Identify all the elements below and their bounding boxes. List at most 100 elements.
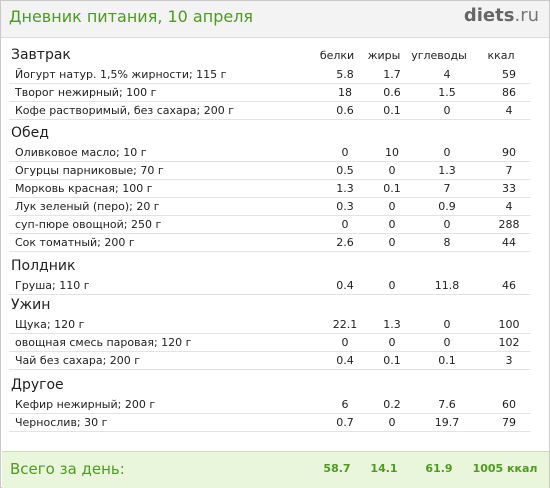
food-fat: 0 [388,218,396,231]
total-carbs: 61.9 [425,462,453,475]
food-name: овощная смесь паровая; 120 г [15,336,192,349]
food-carbs: 0.9 [438,200,456,213]
food-carbs: 1.3 [438,164,456,177]
food-kcal: 46 [502,279,516,292]
food-protein: 22.1 [332,318,358,331]
food-name: Кофе растворимый, без сахара; 200 г [15,104,234,117]
food-kcal: 90 [502,146,516,159]
food-kcal: 100 [498,318,520,331]
column-header-carbs: углеводы [411,49,467,62]
food-name: Чернослив; 30 г [15,416,108,429]
column-header-fat: жиры [367,49,401,62]
site-logo[interactable]: diets.ru [464,5,539,26]
food-carbs: 7.6 [438,398,456,411]
food-carbs: 4 [443,68,451,81]
totals-bar: Всего за день: 58.7 14.1 61.9 1005 ккал [2,451,549,488]
food-carbs: 19.7 [434,416,460,429]
food-carbs: 0 [443,146,451,159]
food-fat: 0 [388,200,396,213]
food-fat: 1.7 [383,68,401,81]
food-name: Груша; 110 г [15,279,90,292]
food-name: Морковь красная; 100 г [15,182,153,195]
food-kcal: 3 [505,354,513,367]
header-bar: Дневник питания, 10 апреля diets.ru [1,1,549,38]
food-name: Чай без сахара; 200 г [15,354,141,367]
food-kcal: 33 [502,182,516,195]
food-fat: 0 [388,336,396,349]
food-name: Кефир нежирный; 200 г [15,398,156,411]
food-kcal: 7 [505,164,513,177]
food-row: Творог нежирный; 100 г 18 0.6 1.5 86 [9,84,531,102]
food-fat: 0 [388,279,396,292]
food-kcal: 86 [502,86,516,99]
food-row: Йогурт натур. 1,5% жирности; 115 г 5.8 1.7… [9,66,531,84]
food-protein: 6 [341,398,349,411]
food-fat: 0.1 [383,182,401,195]
food-carbs: 0 [443,218,451,231]
food-protein: 0.4 [336,279,354,292]
food-fat: 0.1 [383,354,401,367]
food-carbs: 0 [443,336,451,349]
food-name: Оливковое масло; 10 г [15,146,147,159]
food-carbs: 0 [443,318,451,331]
food-name: суп-пюре овощной; 250 г [15,218,162,231]
food-kcal: 44 [502,236,516,249]
food-protein: 0 [341,336,349,349]
logo-main: diets [463,5,515,26]
food-row: Морковь красная; 100 г 1.3 0.1 7 33 [9,180,531,198]
food-protein: 0.7 [336,416,354,429]
food-row: Груша; 110 г 0.4 0 11.8 46 [9,277,531,295]
food-carbs: 7 [443,182,451,195]
food-kcal: 4 [505,104,513,117]
column-header-protein: белки [319,49,355,62]
food-row: Оливковое масло; 10 г 0 10 0 90 [9,144,531,162]
food-carbs: 8 [443,236,451,249]
food-protein: 0.3 [336,200,354,213]
food-fat: 0.6 [383,86,401,99]
page-title: Дневник питания, 10 апреля [9,7,254,26]
food-protein: 0.6 [336,104,354,117]
food-protein: 0.5 [336,164,354,177]
food-kcal: 60 [502,398,516,411]
food-protein: 2.6 [336,236,354,249]
food-row: Чай без сахара; 200 г 0.4 0.1 0.1 3 [9,352,531,370]
food-fat: 0 [388,416,396,429]
food-name: Творог нежирный; 100 г [15,86,157,99]
food-row: Сок томатный; 200 г 2.6 0 8 44 [9,234,531,252]
food-row: Лук зеленый (перо); 20 г 0.3 0 0.9 4 [9,198,531,216]
section-title: Полдник [11,258,76,274]
column-headers: белки жиры углеводы ккал [1,45,549,65]
section-title: Ужин [11,297,51,313]
total-fat: 14.1 [370,462,398,475]
food-kcal: 4 [505,200,513,213]
food-row: Кефир нежирный; 200 г 6 0.2 7.6 60 [9,396,531,414]
food-fat: 1.3 [383,318,401,331]
food-protein: 0 [341,218,349,231]
food-carbs: 1.5 [438,86,456,99]
food-kcal: 288 [498,218,520,231]
column-header-kcal: ккал [487,49,515,62]
food-row: Щука; 120 г 22.1 1.3 0 100 [9,316,531,334]
food-name: Лук зеленый (перо); 20 г [15,200,160,213]
food-fat: 10 [385,146,399,159]
food-carbs: 11.8 [434,279,460,292]
food-kcal: 79 [502,416,516,429]
totals-label: Всего за день: [10,460,125,478]
food-fat: 0 [388,236,396,249]
section-title: Другое [11,377,64,393]
logo-domain: .ru [514,5,539,26]
food-fat: 0 [388,164,396,177]
food-protein: 5.8 [336,68,354,81]
food-fat: 0.1 [383,104,401,117]
food-name: Огурцы парниковые; 70 г [15,164,164,177]
food-protein: 0 [341,146,349,159]
total-protein: 58.7 [323,462,351,475]
food-kcal: 59 [502,68,516,81]
section-title: Обед [11,125,49,141]
food-carbs: 0.1 [438,354,456,367]
total-kcal: 1005 ккал [472,462,538,475]
food-row: овощная смесь паровая; 120 г 0 0 0 102 [9,334,531,352]
food-row: Кофе растворимый, без сахара; 200 г 0.6 0.… [9,102,531,120]
food-carbs: 0 [443,104,451,117]
